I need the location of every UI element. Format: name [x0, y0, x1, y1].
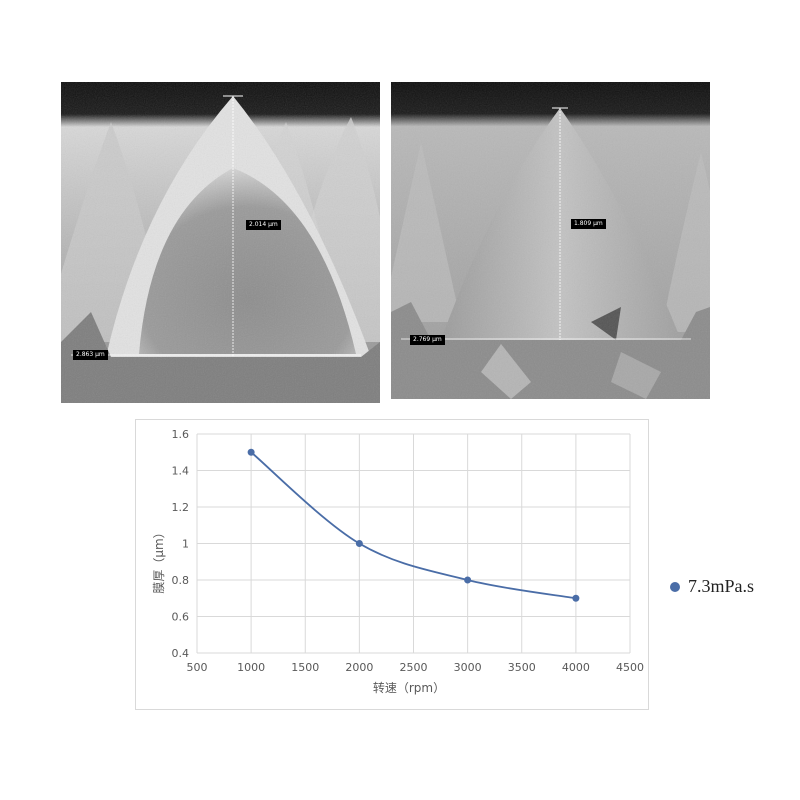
data-point [572, 594, 580, 602]
x-tick-label: 500 [187, 661, 208, 674]
y-tick-label: 1.6 [172, 428, 190, 441]
data-point [464, 576, 472, 584]
sem-image-right: 1.809 µm 2.769 µm [391, 82, 710, 399]
legend-label: 7.3mPa.s [688, 576, 755, 596]
series-line [250, 451, 577, 600]
chart-frame: 500 1000 1500 2000 2500 3000 3500 4000 4500 0.4 0.… [135, 419, 649, 710]
y-tick-label: 0.4 [172, 647, 190, 660]
legend-marker [670, 581, 680, 592]
height-measurement-label-right: 1.809 µm [571, 219, 606, 229]
y-axis-label: 膜厚（µm） [152, 526, 166, 593]
y-tick-label: 1.2 [172, 501, 190, 514]
y-tick-label: 1.4 [172, 465, 190, 478]
x-tick-label: 3000 [454, 661, 482, 674]
x-tick-label: 4500 [616, 661, 644, 674]
width-measurement-label-right: 2.769 µm [410, 335, 445, 345]
data-point [355, 540, 363, 547]
sem-image-left: 2.014 µm 2.863 µm [61, 82, 380, 403]
sem-image-right-graphic [391, 82, 710, 399]
y-tick-label: 0.6 [172, 611, 190, 624]
legend: 7.3mPa.s [670, 576, 754, 597]
x-tick-label: 2500 [400, 661, 428, 674]
x-axis-label: 转速（rpm） [373, 680, 445, 695]
y-tick-label: 1 [182, 538, 189, 551]
width-measurement-label-left: 2.863 µm [73, 350, 108, 360]
line-chart: 500 1000 1500 2000 2500 3000 3500 4000 4500 0.4 0.… [152, 428, 644, 695]
data-point [247, 448, 255, 456]
x-tick-label: 4000 [562, 661, 590, 674]
x-tick-label: 2000 [345, 661, 373, 674]
y-tick-label: 0.8 [172, 574, 190, 587]
sem-image-left-graphic [61, 82, 380, 403]
x-tick-label: 1000 [237, 661, 265, 674]
x-tick-label: 3500 [508, 661, 536, 674]
height-measurement-label-left: 2.014 µm [246, 220, 281, 230]
x-tick-label: 1500 [291, 661, 319, 674]
